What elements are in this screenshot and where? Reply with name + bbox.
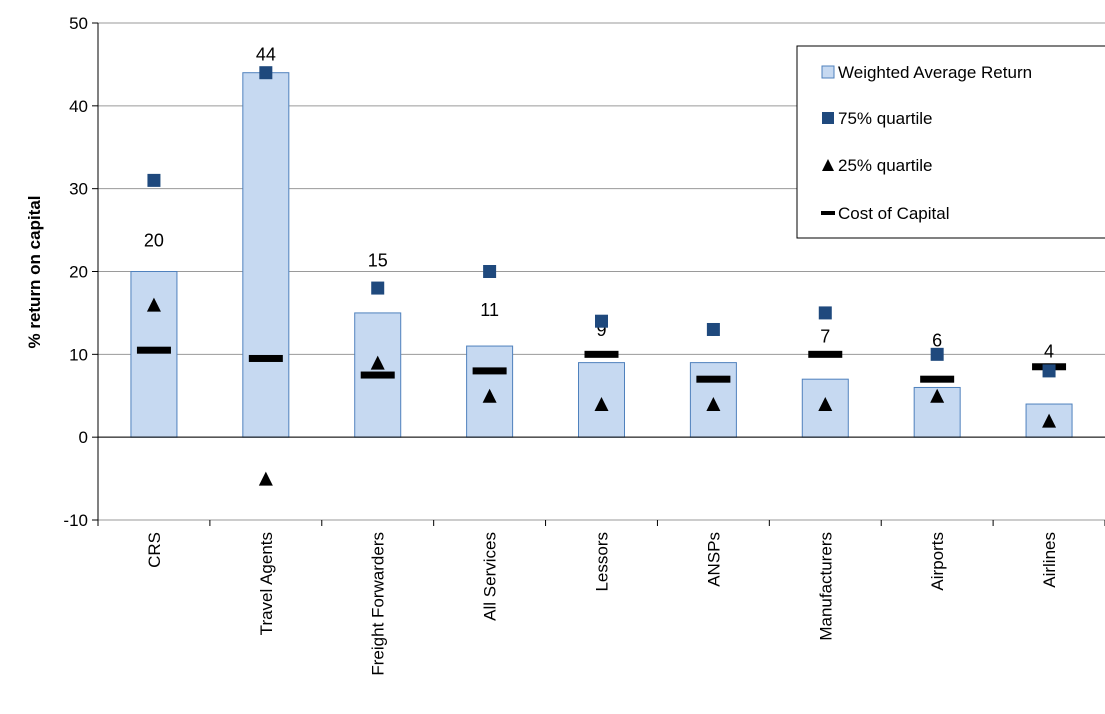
cost-of-capital-marker (696, 375, 731, 383)
legend-entry-label: Weighted Average Return (838, 63, 1032, 82)
y-tick-label: 20 (69, 263, 88, 282)
q75-square-marker (706, 322, 720, 336)
q75-square-marker (930, 347, 944, 361)
y-tick-label: 10 (69, 345, 88, 364)
data-label: 4 (1044, 342, 1054, 362)
bars (130, 72, 1073, 438)
legend-box (796, 45, 1105, 239)
cost-of-capital-marker (808, 350, 843, 358)
cost-of-capital-marker (360, 371, 395, 379)
q25-triangle-marker (370, 355, 385, 370)
axes (92, 22, 1105, 526)
y-tick-label: 30 (69, 180, 88, 199)
q75-square-marker (595, 314, 608, 328)
y-tick-label: 0 (79, 428, 88, 447)
y-tick-label: -10 (63, 511, 88, 530)
cost-of-capital-marker (136, 346, 171, 354)
legend-entry-label: Cost of Capital (838, 204, 950, 223)
category-label: Lessors (593, 532, 612, 592)
legend-swatch-cost-of-capital (821, 211, 835, 215)
category-label: Travel Agents (257, 532, 276, 635)
y-axis-title: % return on capital (25, 195, 44, 348)
category-label: Freight Forwarders (369, 532, 388, 676)
cost-of-capital-marker (920, 375, 955, 383)
q25-triangle-marker (594, 397, 609, 412)
q75-square-marker (818, 306, 832, 320)
legend-entry-label: 25% quartile (838, 156, 933, 175)
q25-triangle-marker (1042, 413, 1057, 428)
data-label: 11 (480, 300, 499, 320)
legend-swatch-weighted-average (821, 65, 835, 79)
data-label: 6 (932, 330, 942, 350)
legend-swatch-q25 (822, 159, 834, 171)
quartile-markers (136, 66, 1067, 486)
q25-triangle-marker (482, 388, 497, 403)
q75-square-marker (1042, 364, 1056, 378)
q25-triangle-marker (146, 297, 161, 312)
category-label: All Services (481, 532, 500, 621)
category-label: CRS (145, 532, 164, 568)
q75-square-marker (259, 66, 273, 80)
q25-triangle-marker (706, 397, 721, 412)
category-label: Airports (928, 532, 947, 591)
bar-travel-agents (242, 72, 290, 438)
y-tick-label: 50 (69, 14, 88, 33)
legend-entry-label: 75% quartile (838, 109, 933, 128)
q75-square-marker (371, 281, 385, 295)
x-category-labels: CRS Travel Agents Freight Forwarders All Se… (145, 532, 1059, 676)
q75-square-marker (147, 173, 161, 187)
legend-swatch-q75 (822, 112, 834, 124)
q25-triangle-marker (930, 388, 945, 403)
y-tick-label: 40 (69, 97, 88, 116)
data-label: 44 (256, 45, 276, 65)
q25-triangle-marker (818, 397, 833, 412)
category-label: ANSPs (704, 532, 723, 587)
data-label: 9 (596, 320, 606, 340)
cost-of-capital-marker (584, 350, 619, 358)
category-label: Airlines (1040, 532, 1059, 588)
q75-square-marker (483, 265, 497, 278)
cost-of-capital-marker (248, 354, 283, 362)
legend: Weighted Average Return 75% quartile 25% q… (796, 45, 1105, 239)
data-label: 20 (144, 231, 164, 251)
data-label: 15 (368, 251, 388, 271)
bar-airports (913, 386, 961, 438)
data-label: 7 (820, 327, 830, 347)
category-label: Manufacturers (816, 532, 835, 641)
q25-triangle-marker (258, 471, 273, 486)
y-tick-labels: -10 0 10 20 30 40 50 (63, 14, 88, 530)
cost-of-capital-marker (472, 367, 507, 375)
bar-crs (130, 271, 178, 438)
